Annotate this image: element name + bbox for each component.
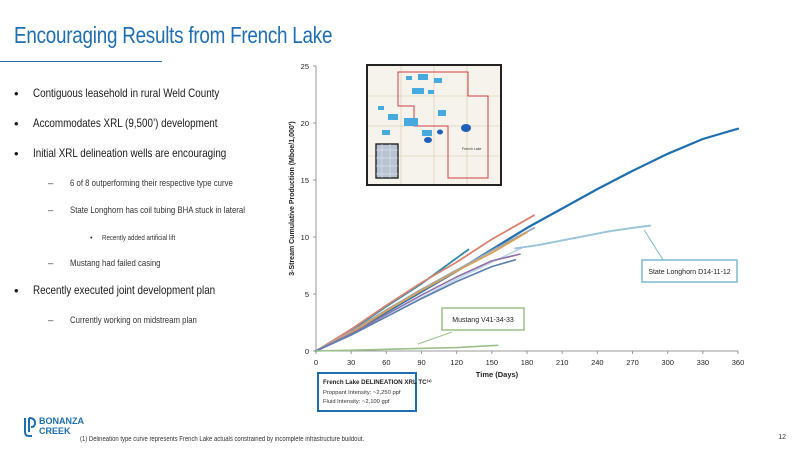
callout-box-state-longhorn [641, 259, 738, 283]
series-line-7 [315, 259, 517, 352]
bullet-level2: State Longhorn has coil tubing BHA stuck… [12, 203, 292, 218]
callout-text-state-longhorn: State Longhorn D14-11-12 [648, 269, 730, 276]
x-axis-label: Time (Days) [476, 370, 519, 379]
bullet-text: Accommodates XRL (9,500’) development [33, 116, 218, 130]
series-line-9 [315, 344, 499, 352]
bullet-text: State Longhorn has coil tubing BHA stuck… [70, 205, 245, 216]
bullet-list: Contiguous leasehold in rural Weld Count… [12, 86, 292, 340]
bullet-text: 6 of 8 outperforming their respective ty… [70, 178, 233, 189]
y-tick-label: 10 [301, 233, 309, 242]
callout-text-mustang: Mustang V41-34-33 [452, 317, 514, 324]
bonanza-creek-logo: BONANZA CREEK [22, 412, 92, 442]
y-axis-label: 3-Stream Cumulative Production (Mboe/1,0… [289, 121, 296, 276]
footnote: (1) Delineation type curve represents Fr… [80, 436, 365, 443]
x-tick-label: 0 [314, 358, 318, 367]
legend-box [317, 372, 417, 412]
series-line-6 [315, 253, 521, 352]
legend-fluid: Fluid Intensity: ~2,100 gpf [323, 399, 390, 405]
x-tick-label: 60 [382, 358, 390, 367]
x-tick-label: 240 [591, 358, 604, 367]
bullet-text: Recently added artificial lift [102, 233, 176, 242]
bullet-text: Currently working on midstream plan [70, 315, 197, 326]
x-tick-label: 300 [661, 358, 674, 367]
page-title: Encouraging Results from French Lake [14, 22, 333, 48]
x-tick-label: 330 [697, 358, 710, 367]
y-tick-label: 20 [301, 119, 309, 128]
x-tick-label: 210 [556, 358, 569, 367]
logo-line2: CREEK [39, 426, 71, 436]
y-tick-label: 0 [305, 347, 309, 356]
bullet-level1: Accommodates XRL (9,500’) development [12, 116, 292, 131]
x-tick-label: 150 [486, 358, 499, 367]
bullet-level2: Currently working on midstream plan [12, 313, 292, 328]
series-line-2 [315, 248, 470, 352]
callout-leader-state-longhorn [643, 229, 664, 261]
series-line-5 [315, 231, 528, 352]
bullet-level1: Recently executed joint development plan [12, 283, 292, 298]
bullet-level2: 6 of 8 outperforming their respective ty… [12, 176, 292, 191]
map-inset-label: French Lake [462, 147, 482, 151]
y-tick-label: 15 [301, 176, 309, 185]
bullet-text: Recently executed joint development plan [33, 283, 216, 297]
legend-title: French Lake DELINEATION XRL TC⁽¹⁾ [323, 379, 432, 386]
bullet-text: Contiguous leasehold in rural Weld Count… [33, 86, 220, 100]
x-tick-label: 30 [347, 358, 355, 367]
logo-mark-icon: BONANZA CREEK [24, 416, 84, 437]
legend-proppant: Proppant Intensity: ~2,250 ppf [323, 390, 401, 396]
series-line-3 [315, 214, 535, 352]
x-tick-label: 270 [626, 358, 639, 367]
x-tick-label: 360 [732, 358, 745, 367]
map-inset: French Lake [366, 64, 502, 186]
series-line-0 [314, 127, 740, 353]
title-underline [0, 61, 162, 62]
callout-leader-mustang [417, 331, 453, 345]
bullet-level1: Contiguous leasehold in rural Weld Count… [12, 86, 292, 101]
series-line-4 [315, 227, 535, 352]
x-tick-label: 120 [450, 358, 463, 367]
y-tick-label: 5 [305, 290, 309, 299]
bullet-level1: Initial XRL delineation wells are encour… [12, 146, 292, 161]
bullet-text: Mustang had failed casing [70, 258, 161, 269]
series-line-8 [514, 224, 652, 250]
bullet-level3: Recently added artificial lift [12, 230, 292, 245]
x-tick-label: 180 [521, 358, 534, 367]
y-tick-label: 25 [301, 62, 309, 71]
logo-line1: BONANZA [39, 416, 84, 426]
x-tick-label: 90 [417, 358, 425, 367]
page-number: 12 [778, 434, 786, 441]
bullet-level2: Mustang had failed casing [12, 256, 292, 271]
bullet-text: Initial XRL delineation wells are encour… [33, 146, 227, 160]
callout-box-mustang [441, 307, 525, 331]
